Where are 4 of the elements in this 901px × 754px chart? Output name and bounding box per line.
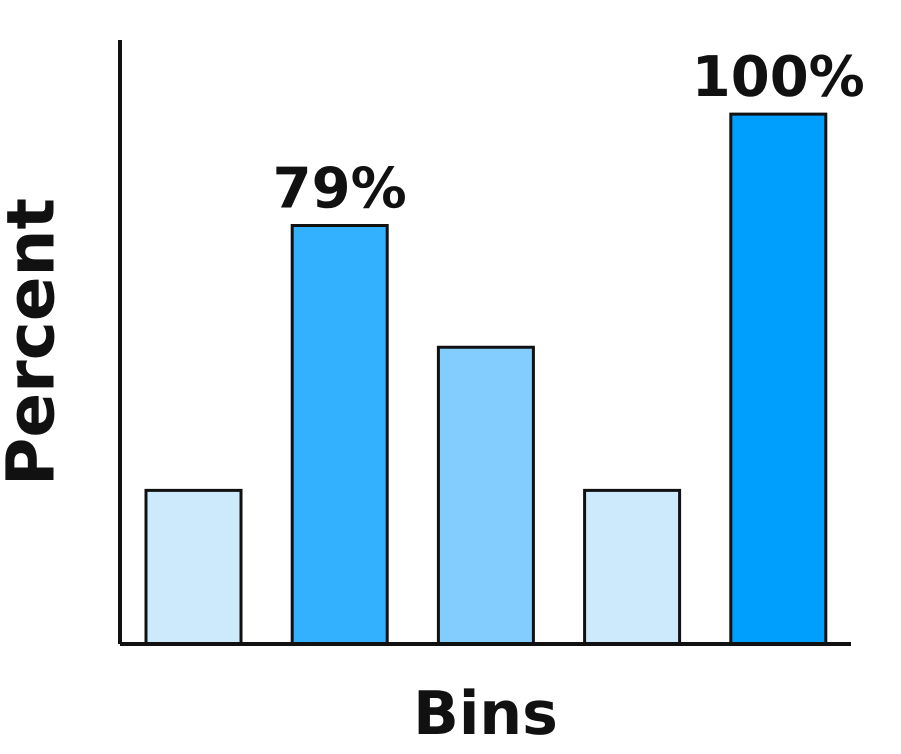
y-axis-title: Percent: [0, 198, 70, 486]
x-axis-title: Bins: [413, 679, 558, 749]
data-label: 79%: [272, 156, 407, 222]
data-label: 100%: [692, 45, 865, 110]
